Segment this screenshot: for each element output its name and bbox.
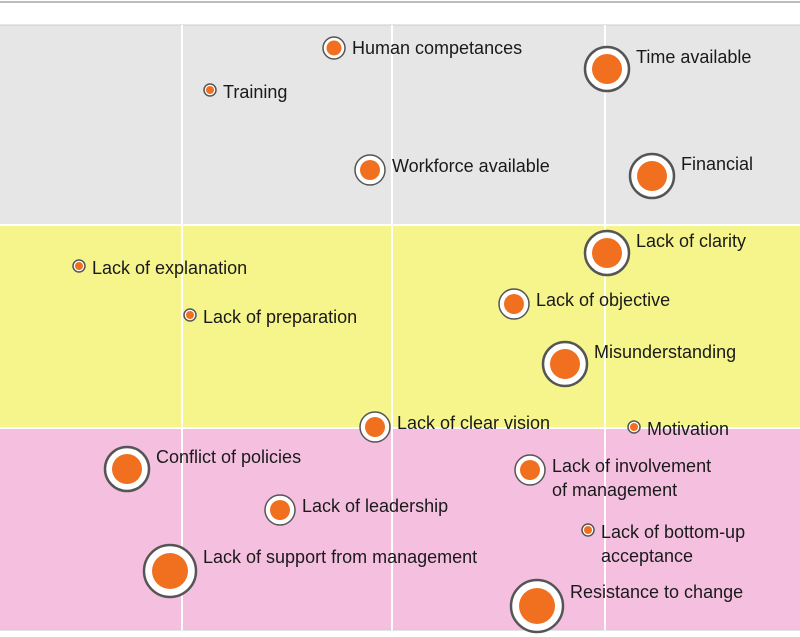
bubble-marker xyxy=(592,238,622,268)
bubble-label: Lack of clarity xyxy=(636,231,746,251)
bubble-marker xyxy=(630,423,638,431)
bubble-point: Motivation xyxy=(627,419,729,439)
bubble-marker xyxy=(360,160,380,180)
bubble-label: Financial xyxy=(681,154,753,174)
bubble-point: Lack of support from management xyxy=(142,543,477,599)
bubble-label: Training xyxy=(223,82,287,102)
bubble-marker xyxy=(152,553,188,589)
bubble-label: Lack of explanation xyxy=(92,258,247,278)
bubble-label-line: Workforce available xyxy=(392,156,550,176)
bubble-label-line: acceptance xyxy=(601,546,693,566)
bubble-marker xyxy=(206,86,214,94)
bubble-marker xyxy=(584,526,592,534)
bubble-label: Resistance to change xyxy=(570,582,743,602)
bubble-marker xyxy=(550,349,580,379)
bubble-label-line: Motivation xyxy=(647,419,729,439)
bubble-point: Workforce available xyxy=(354,154,550,186)
bubble-label-line: Conflict of policies xyxy=(156,447,301,467)
bubble-label: Lack of objective xyxy=(536,290,670,310)
bubble-point: Lack of clear vision xyxy=(359,411,550,443)
bubble-label-line: Financial xyxy=(681,154,753,174)
bubble-point: Time available xyxy=(583,45,751,93)
bubble-label-line: Lack of leadership xyxy=(302,496,448,516)
bubble-label-line: Lack of clarity xyxy=(636,231,746,251)
bubble-marker xyxy=(186,311,194,319)
bubble-marker xyxy=(520,460,540,480)
bubble-point: Lack of preparation xyxy=(183,307,357,327)
bubble-label: Lack of preparation xyxy=(203,307,357,327)
bubble-label-line: Lack of bottom-up xyxy=(601,522,745,542)
bubble-label: Lack of involvement of management xyxy=(552,456,711,500)
bubble-label-line: Lack of involvement xyxy=(552,456,711,476)
bubble-label-line: of management xyxy=(552,480,677,500)
bubble-point: Lack of objective xyxy=(498,288,670,320)
bubble-marker xyxy=(270,500,290,520)
bubble-label-line: Human competances xyxy=(352,38,522,58)
bubble-marker xyxy=(326,40,342,56)
bubble-label: Lack of bottom-up acceptance xyxy=(601,522,745,566)
bubble-label: Conflict of policies xyxy=(156,447,301,467)
bubble-label-line: Lack of support from management xyxy=(203,547,477,567)
bubble-layer: Human competances Time available Training W… xyxy=(72,36,753,634)
bubble-point: Financial xyxy=(628,152,753,200)
bubble-point: Misunderstanding xyxy=(541,340,736,388)
bubble-label-line: Training xyxy=(223,82,287,102)
bubble-label: Lack of leadership xyxy=(302,496,448,516)
bubble-label-line: Time available xyxy=(636,47,751,67)
band-middle xyxy=(0,225,800,428)
bubble-point: Training xyxy=(203,82,287,102)
bubble-point: Resistance to change xyxy=(509,578,743,634)
bubble-marker xyxy=(519,588,555,624)
bubble-point: Conflict of policies xyxy=(103,445,301,493)
bubble-marker xyxy=(592,54,622,84)
bubble-label-line: Misunderstanding xyxy=(594,342,736,362)
bubble-label-line: Lack of clear vision xyxy=(397,413,550,433)
bubble-point: Lack of bottom-up acceptance xyxy=(581,522,745,566)
bubble-marker xyxy=(75,262,83,270)
bubble-marker xyxy=(365,417,385,437)
bubble-marker xyxy=(504,294,524,314)
bubble-marker xyxy=(637,161,667,191)
bubble-label-line: Lack of objective xyxy=(536,290,670,310)
bubble-label-line: Resistance to change xyxy=(570,582,743,602)
bubble-point: Human competances xyxy=(322,36,522,60)
bubble-label-line: Lack of preparation xyxy=(203,307,357,327)
bubble-label: Human competances xyxy=(352,38,522,58)
bubble-label-line: Lack of explanation xyxy=(92,258,247,278)
bubble-point: Lack of explanation xyxy=(72,258,247,278)
bubble-label: Motivation xyxy=(647,419,729,439)
bubble-label: Misunderstanding xyxy=(594,342,736,362)
bubble-label: Workforce available xyxy=(392,156,550,176)
bubble-label: Time available xyxy=(636,47,751,67)
bubble-label: Lack of support from management xyxy=(203,547,477,567)
gridline-layer xyxy=(0,25,800,630)
bubble-point: Lack of involvement of management xyxy=(514,454,711,500)
bubble-label: Lack of clear vision xyxy=(397,413,550,433)
bubble-point: Lack of clarity xyxy=(583,229,746,277)
bubble-marker xyxy=(112,454,142,484)
bubble-point: Lack of leadership xyxy=(264,494,448,526)
